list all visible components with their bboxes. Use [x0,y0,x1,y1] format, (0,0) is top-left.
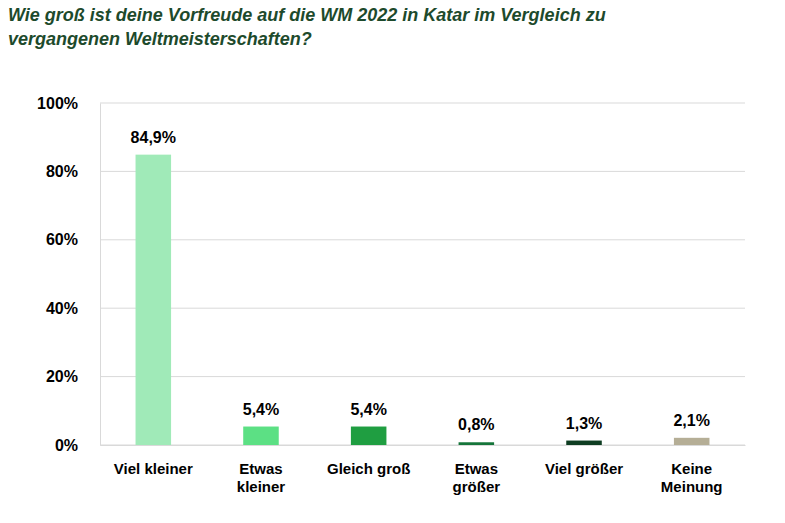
bar [674,438,710,445]
data-label: 0,8% [458,416,494,433]
chart: Wie groß ist deine Vorfreude auf die WM … [0,0,785,523]
y-tick-label: 100% [37,95,78,112]
grid-line [100,445,745,446]
data-label: 5,4% [243,401,279,418]
grid-line [100,376,745,377]
x-tick: Etwasgrößer [453,445,501,495]
x-tick: Etwaskleiner [237,445,286,495]
x-tick-label-line: größer [453,478,501,495]
bar [459,442,495,445]
bar [136,155,172,445]
y-tick: 40% [46,300,100,317]
x-tick-label-line: Keine [671,460,712,477]
y-tick-label: 40% [46,300,78,317]
data-label: 84,9% [131,129,176,146]
bar [243,427,279,445]
y-tick-label: 80% [46,163,78,180]
y-tick: 100% [37,95,100,112]
x-tick-label: Viel größer [545,460,623,477]
grid-line [100,239,745,240]
y-tick-label: 60% [46,231,78,248]
y-tick: 80% [46,163,100,180]
bar [566,441,602,445]
title-line: Wie groß ist deine Vorfreude auf die WM … [8,5,606,25]
grid [100,103,745,445]
x-tick: Viel kleiner [114,445,193,477]
bar [351,427,387,445]
x-tick-label-line: Etwas [455,460,498,477]
x-axis: Viel kleinerEtwaskleinerGleich großEtwas… [101,445,746,495]
plot: 0%20%40%60%80%100%Viel kleinerEtwasklein… [37,95,745,496]
y-tick-label: 0% [55,437,78,454]
grid-line [100,171,745,172]
x-tick-label: Gleich groß [327,460,410,477]
x-tick: Gleich groß [327,445,410,477]
x-tick-label-line: Etwas [239,460,282,477]
title: Wie groß ist deine Vorfreude auf die WM … [8,5,606,49]
y-tick: 0% [55,437,100,454]
x-tick-label: KeineMeinung [661,460,723,496]
y-tick: 20% [46,368,100,385]
x-tick: Viel größer [545,445,623,477]
grid-line [100,308,745,309]
data-label: 5,4% [350,401,386,418]
y-axis-line [100,104,101,446]
data-label: 1,3% [566,415,602,432]
data-label: 2,1% [673,412,709,429]
grid-line [100,103,745,104]
x-tick-label: Etwaskleiner [237,460,286,496]
data-labels: 84,9% 5,4% 5,4% 0,8% 1,3% 2,1% [131,129,710,434]
x-tick: KeineMeinung [661,445,723,495]
bars [136,155,710,445]
x-axis-line [101,445,746,446]
y-tick-label: 20% [46,368,78,385]
x-tick-label: Viel kleiner [114,460,193,477]
y-axis: 0% 20% 40% 60% 80% 100% [37,95,100,454]
title-line: vergangenen Weltmeisterschaften? [8,29,312,49]
x-tick-label-line: kleiner [237,478,286,495]
y-tick: 60% [46,231,100,248]
x-tick-label: Etwasgrößer [453,460,501,496]
x-tick-label-line: Meinung [661,478,723,495]
